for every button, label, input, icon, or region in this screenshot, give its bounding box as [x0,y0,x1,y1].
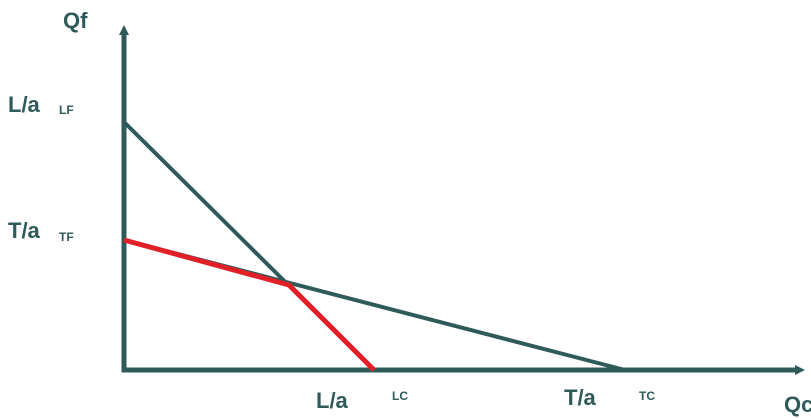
lc-label-main: L/a [316,388,348,413]
lc-label-sub: LC [392,389,408,403]
lf-label-sub: LF [59,103,74,117]
y-axis-label: Qf [63,8,88,33]
lf-label-main: L/a [8,92,40,117]
x-axis-label: Qc [784,392,811,417]
tf-label-sub: TF [59,230,74,244]
production-frontier [123,237,376,372]
tc-label-sub: TC [639,389,655,403]
tc-label-main: T/a [564,385,596,410]
tf-label-main: T/a [8,218,40,243]
